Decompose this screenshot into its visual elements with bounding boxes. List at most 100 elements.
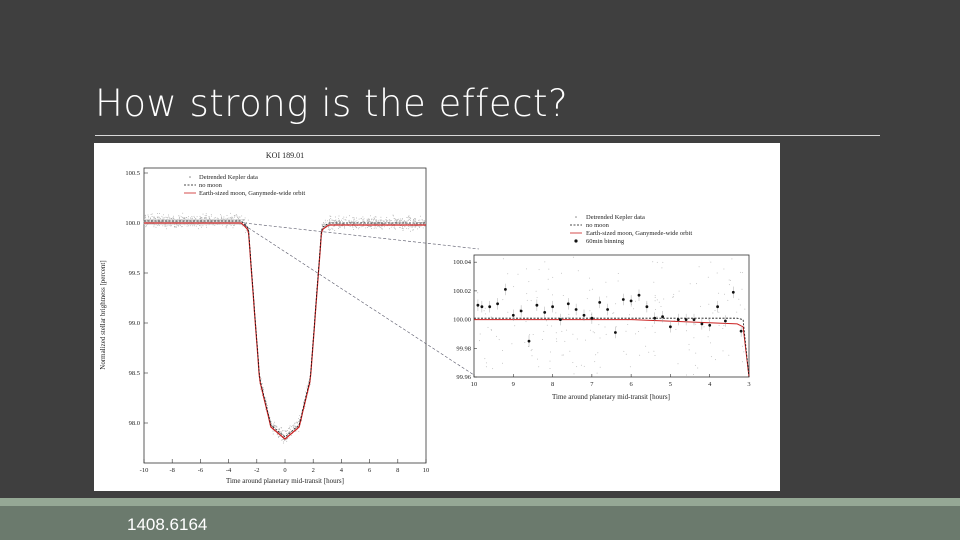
data-point	[277, 428, 279, 430]
data-point	[400, 220, 402, 222]
data-point	[373, 218, 375, 220]
inset-data-point	[708, 303, 710, 305]
data-point	[334, 230, 336, 231]
data-point	[410, 230, 411, 232]
data-point	[174, 226, 176, 228]
data-point	[357, 221, 359, 223]
data-point	[422, 219, 423, 221]
inset-y-tick-label: 100.00	[453, 317, 471, 324]
inset-data-point	[477, 292, 479, 294]
main-x-tick-label: -6	[198, 467, 204, 474]
data-point	[216, 217, 218, 219]
data-point	[285, 430, 287, 432]
inset-data-point	[722, 350, 724, 352]
data-point	[415, 221, 417, 222]
inset-data-point	[536, 297, 538, 298]
data-point	[206, 214, 208, 216]
data-point	[342, 225, 343, 227]
data-point	[321, 223, 323, 225]
data-point	[399, 226, 401, 228]
inset-data-point	[502, 299, 504, 301]
data-point	[153, 216, 155, 218]
binned-point	[676, 318, 680, 321]
data-point	[374, 226, 376, 228]
inset-x-tick-label: 8	[551, 381, 554, 388]
data-point	[219, 214, 221, 216]
data-point	[164, 225, 166, 227]
inset-y-tick-label: 99.98	[456, 345, 471, 352]
inset-data-point	[544, 261, 546, 263]
inset-data-point	[551, 325, 553, 327]
data-point	[162, 225, 164, 227]
data-point	[238, 218, 239, 219]
inset-x-tick-label: 4	[708, 381, 712, 388]
inset-data-point	[629, 314, 630, 316]
inset-data-point	[537, 358, 538, 360]
data-point	[390, 226, 392, 228]
data-point	[149, 218, 151, 220]
data-point	[154, 217, 156, 219]
main-x-tick-label: -4	[226, 467, 232, 474]
inset-data-point	[744, 308, 746, 310]
inset-data-point	[652, 261, 654, 263]
inset-data-point	[710, 342, 711, 344]
data-point	[215, 217, 216, 219]
inset-plot-frame	[473, 254, 750, 378]
inset-data-point	[598, 324, 600, 326]
inset-data-point	[519, 308, 521, 310]
legend-swatch-data	[189, 176, 191, 178]
data-point	[230, 225, 232, 226]
data-point	[418, 222, 419, 224]
data-point	[324, 224, 326, 226]
binned-point	[708, 323, 712, 327]
inset-x-tick-label: 5	[669, 381, 672, 388]
data-point	[157, 217, 159, 219]
inset-data-point	[653, 281, 655, 283]
data-point	[288, 432, 290, 434]
data-point	[165, 216, 167, 218]
data-point	[329, 215, 331, 217]
inset-legend-item-moon: Earth-sized moon, Ganymede-wide orbit	[586, 230, 692, 237]
data-point	[263, 389, 265, 390]
inset-data-point	[538, 366, 540, 368]
data-point	[298, 430, 300, 432]
inset-data-point	[656, 316, 658, 318]
data-point	[195, 218, 197, 220]
title-divider	[95, 135, 880, 136]
data-point	[178, 225, 179, 227]
inset-data-point	[525, 321, 527, 323]
inset-data-point	[589, 277, 590, 279]
data-point	[363, 220, 365, 222]
data-point	[365, 223, 367, 225]
data-point	[247, 219, 249, 221]
data-point	[398, 223, 400, 225]
inset-legend-item-no-moon: no moon	[586, 222, 610, 229]
data-point	[414, 218, 416, 219]
inset-data-point	[599, 366, 601, 368]
data-point	[345, 216, 347, 218]
data-point	[355, 223, 357, 225]
data-point	[414, 226, 416, 228]
inset-data-point	[712, 312, 714, 314]
data-point	[349, 215, 351, 217]
binned-point	[661, 315, 664, 319]
inset-data-point	[693, 374, 694, 375]
data-point	[148, 216, 150, 217]
data-point	[327, 220, 329, 222]
inset-data-point	[490, 316, 492, 318]
data-point	[371, 228, 373, 230]
data-point	[201, 217, 203, 219]
data-point	[334, 220, 336, 222]
data-point	[289, 425, 291, 427]
data-point	[289, 428, 291, 430]
data-point	[399, 219, 401, 221]
binned-point	[504, 288, 507, 291]
inset-data-point	[561, 354, 563, 356]
inset-data-point	[483, 310, 485, 312]
inset-data-point	[527, 346, 529, 347]
data-point	[376, 223, 378, 225]
inset-data-point	[507, 311, 509, 313]
inset-data-point	[644, 327, 646, 329]
data-point	[181, 226, 183, 228]
data-point	[333, 220, 335, 222]
